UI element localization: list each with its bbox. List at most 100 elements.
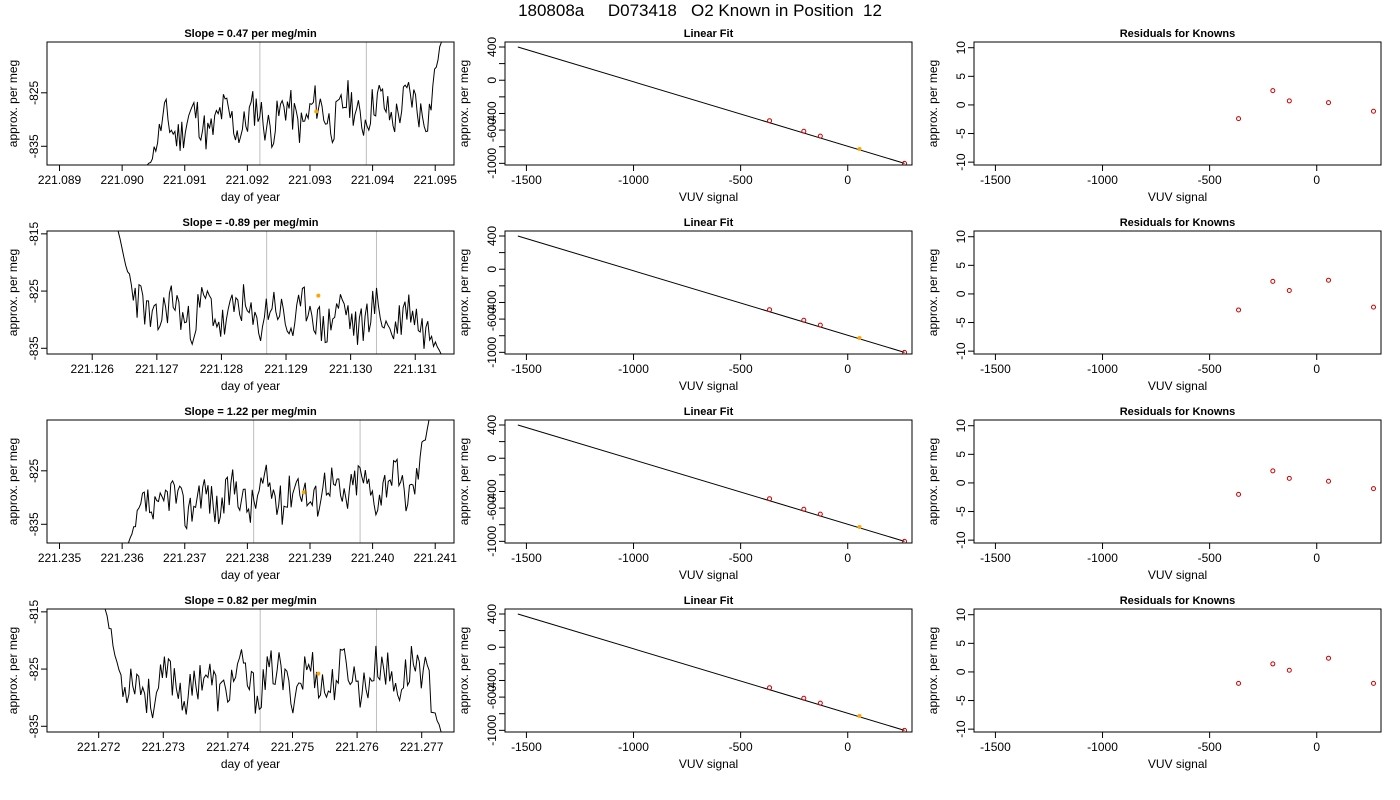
y-tick-label: 10	[954, 419, 968, 433]
page-title: 180808a D073418 O2 Known in Position 12	[518, 1, 882, 20]
signal-trace	[104, 609, 442, 732]
y-axis-label: approx. per meg	[457, 249, 471, 336]
x-tick-label: 221.275	[271, 740, 315, 754]
x-tick-label: 0	[844, 551, 851, 565]
y-tick-label: 5	[954, 73, 968, 80]
y-axis-label: approx. per meg	[6, 249, 20, 336]
highlight-point	[857, 713, 862, 718]
x-tick-label: -500	[1198, 362, 1222, 376]
y-tick-label: -600	[485, 118, 499, 142]
y-tick-label: 0	[485, 266, 499, 273]
signal-trace	[146, 42, 442, 165]
x-tick-label: 221.238	[226, 551, 270, 565]
x-axis-label: VUV signal	[679, 379, 738, 393]
data-point	[902, 727, 908, 732]
panel-title: Linear Fit	[684, 595, 734, 607]
x-tick-label: -1500	[980, 740, 1011, 754]
residual-point	[1326, 478, 1332, 484]
plot-frame	[504, 41, 913, 166]
x-tick-label: 221.235	[38, 551, 82, 565]
residual-point	[1371, 486, 1377, 492]
y-tick-label: 5	[954, 451, 968, 458]
x-tick-label: -1500	[980, 173, 1011, 187]
panel-0-2	[41, 419, 455, 549]
residual-point	[1286, 667, 1292, 673]
x-tick-label: 221.272	[77, 740, 121, 754]
y-tick-label: -815	[27, 222, 41, 246]
marker-point	[316, 671, 321, 676]
residual-point	[1270, 278, 1276, 284]
data-point	[817, 133, 823, 139]
y-tick-label: 5	[954, 640, 968, 647]
panel-0-1	[41, 230, 455, 360]
x-axis-label: VUV signal	[1148, 757, 1207, 771]
x-tick-label: 221.237	[163, 551, 207, 565]
y-tick-label: -835	[27, 134, 41, 158]
plot-frame	[973, 230, 1382, 355]
data-point	[817, 511, 823, 517]
fit-line	[517, 235, 905, 353]
marker-point	[301, 490, 306, 495]
panel-title: Residuals for Knowns	[1120, 217, 1236, 229]
y-tick-label: -5	[954, 128, 968, 139]
y-tick-label: -400	[485, 101, 499, 125]
y-tick-label: 400	[485, 226, 499, 246]
x-tick-label: -1000	[618, 173, 649, 187]
data-point	[902, 538, 908, 543]
panel-title: Slope = 1.22 per meg/min	[184, 406, 317, 418]
y-tick-label: -825	[27, 279, 41, 303]
residual-point	[1286, 287, 1292, 293]
plot-frame	[973, 419, 1382, 544]
x-tick-label: -1500	[511, 551, 542, 565]
y-tick-label: -5	[954, 506, 968, 517]
y-tick-label: 400	[485, 37, 499, 57]
x-tick-label: 0	[844, 173, 851, 187]
plot-frame	[973, 608, 1382, 733]
x-tick-label: 0	[844, 740, 851, 754]
y-tick-label: 0	[954, 479, 968, 486]
highlight-point	[857, 335, 862, 340]
plot-area	[517, 613, 908, 732]
y-axis-label: approx. per meg	[926, 249, 940, 336]
plot-frame	[46, 41, 455, 166]
residual-point	[1371, 680, 1377, 686]
x-tick-label: 221.129	[264, 362, 308, 376]
highlight-point	[857, 146, 862, 151]
y-tick-label: -1000	[485, 526, 499, 557]
residual-point	[1371, 108, 1377, 114]
residual-point	[1326, 277, 1332, 283]
fit-line	[517, 613, 905, 731]
x-tick-label: -500	[729, 551, 753, 565]
plot-area	[127, 420, 430, 543]
x-tick-label: -500	[1198, 551, 1222, 565]
y-tick-label: 0	[485, 455, 499, 462]
x-tick-label: 221.239	[288, 551, 332, 565]
y-tick-label: -5	[954, 317, 968, 328]
plot-area	[1236, 468, 1377, 497]
y-axis-label: approx. per meg	[926, 60, 940, 147]
residual-point	[1326, 655, 1332, 661]
x-tick-label: -500	[729, 362, 753, 376]
panel-title: Residuals for Knowns	[1120, 406, 1236, 418]
residual-point	[1286, 98, 1292, 104]
y-tick-label: -10	[954, 531, 968, 549]
residual-point	[1270, 468, 1276, 474]
x-tick-label: 0	[1313, 173, 1320, 187]
panel-2-1	[968, 230, 1382, 360]
x-tick-label: 221.091	[163, 173, 207, 187]
y-tick-label: -835	[27, 512, 41, 536]
panel-1-2	[499, 419, 913, 549]
x-tick-label: 0	[1313, 551, 1320, 565]
y-tick-label: -10	[954, 720, 968, 738]
data-point	[767, 307, 773, 313]
x-tick-label: -500	[1198, 740, 1222, 754]
residual-point	[1236, 491, 1242, 497]
data-point	[767, 118, 773, 124]
plot-area	[517, 235, 908, 354]
y-tick-label: 400	[485, 604, 499, 624]
plot-area	[1236, 88, 1377, 122]
panel-title: Linear Fit	[684, 28, 734, 40]
panel-title: Slope = 0.82 per meg/min	[184, 595, 317, 607]
y-tick-label: -600	[485, 685, 499, 709]
x-tick-label: 221.126	[71, 362, 115, 376]
